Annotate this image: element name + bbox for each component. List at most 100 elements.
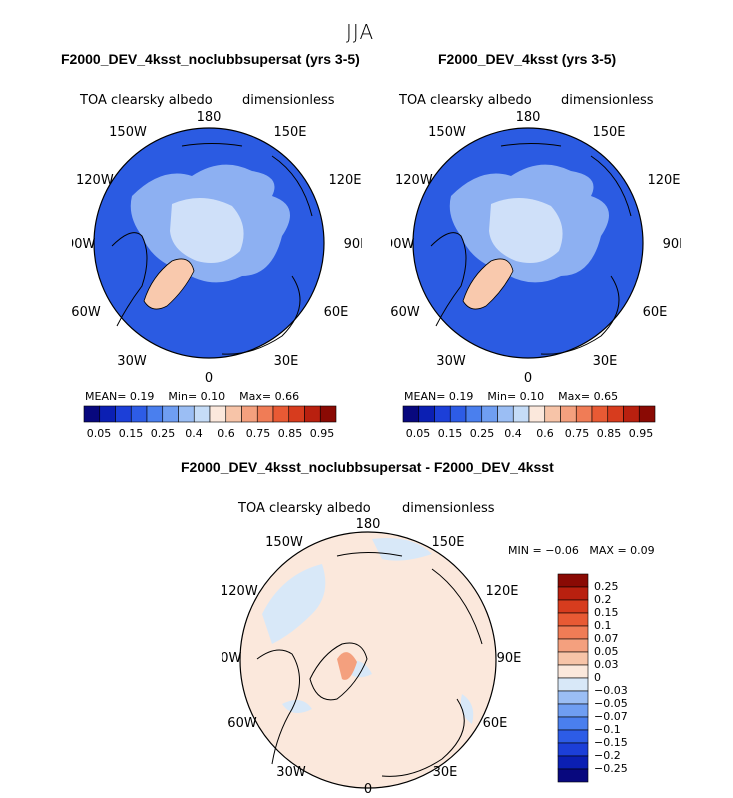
colorbar-cell [557,755,589,770]
colorbar-cell [557,586,589,601]
panel-2-cb-tick: 0.4 [504,427,522,440]
panel-3-lon-90e: 90E [497,651,522,666]
colorbar-cell [557,638,589,653]
panel-3-cb-tick: 0.03 [594,658,619,671]
panel-1-cb-tick: 0.85 [278,427,303,440]
colorbar-cell [557,716,589,731]
panel-2-lon-120w: 120W [395,173,433,188]
panel-3-coastlines [256,552,483,777]
colorbar-cell [512,405,530,423]
panel-1-greenland [143,258,195,310]
panel-3-max-value: 0.09 [630,544,655,557]
panel-1-map: TOA clearsky albedo dimensionless 180 15… [72,93,362,386]
colorbar-cell [557,612,589,627]
colorbar-cell [557,742,589,757]
panel-1-cb-tick: 0.95 [310,427,335,440]
panel-3-lon-180: 180 [356,517,381,532]
colorbar-cell [638,405,656,423]
colorbar-cell [193,405,211,423]
colorbar-cell [83,405,101,423]
colorbar-cell [557,625,589,640]
panel-2-lon-90e: 90E [663,237,681,252]
colorbar-cell [591,405,609,423]
colorbar-cell [319,405,337,423]
panel-2-sea-ice-field [489,197,563,264]
colorbar-cell [225,405,242,423]
panel-2-map: TOA clearsky albedo dimensionless 180 15… [391,93,681,386]
panel-3-min-value: −0.06 [545,544,579,557]
panel-3-cb-tick: −0.25 [594,762,628,775]
panel-1-mean-value: 0.19 [129,390,155,403]
panel-2-lon-60w: 60W [391,305,420,320]
panel-3-cb-tick: −0.03 [594,684,628,697]
panel-1-cb-tick: 0.15 [119,427,144,440]
panel-3-cb-tick: −0.07 [594,710,628,723]
panel-3-min-label: MIN = [508,544,542,557]
panel-3-title: F2000_DEV_4ksst_noclubbsupersat - F2000_… [181,459,554,475]
panel-1-colorbar: 0.05 0.15 0.25 0.4 0.6 0.75 0.85 0.95 [83,405,337,440]
panel-2-lon-150e: 150E [592,125,625,140]
panel-2-mean-value: 0.19 [448,390,474,403]
panel-3-lon-150e: 150E [431,535,464,550]
panel-3-lon-30e: 30E [433,765,458,780]
colorbar-cell [557,677,589,692]
panel-2-coastlines [430,143,632,355]
colorbar-cell [162,405,179,423]
colorbar-cell [99,405,116,423]
panel-2-colorbar-cells [402,405,656,423]
panel-1-mean-label: MEAN= [85,390,127,403]
panel-3-cb-tick: −0.2 [594,749,621,762]
panel-2-lon-0: 0 [524,371,532,386]
panel-3-lon-30w: 30W [276,765,306,780]
panel-1-coastlines [111,143,313,355]
colorbar-cell [557,768,589,783]
panel-1-lon-150e: 150E [273,125,306,140]
panel-1-sea-ice-field [170,197,244,264]
colorbar-cell [465,405,483,423]
panel-3-cb-tick: 0.15 [594,606,619,619]
panel-1-colorbar-cells [83,405,337,423]
colorbar-cell [288,405,305,423]
panel-3-stats: MIN = −0.06 MAX = 0.09 [508,544,655,557]
colorbar-cell [115,405,132,423]
colorbar-cell [557,573,589,588]
colorbar-cell [241,405,258,423]
colorbar-cell [557,690,589,705]
panel-2-lon-120e: 120E [647,173,680,188]
panel-2-greenland [462,258,514,310]
panel-3-lon-90w: 90W [222,651,242,666]
panel-1-stats: MEAN= 0.19 Min= 0.10 Max= 0.66 [85,390,299,403]
panel-3-cb-tick: 0.1 [594,619,612,632]
colorbar-cell [497,405,514,423]
colorbar-cell [557,664,589,679]
colorbar-cell [209,405,227,423]
colorbar-cell [449,405,467,423]
panel-1-title: F2000_DEV_4ksst_noclubbsupersat (yrs 3-5… [61,51,360,67]
panel-2-cb-tick: 0.25 [470,427,495,440]
colorbar-cell [146,405,164,423]
panel-1-lon-90w: 90W [72,237,96,252]
panel-1-lon-30e: 30E [274,354,299,369]
panel-1-max-label: Max= [239,390,272,403]
panel-3-cb-tick: −0.1 [594,723,621,736]
panel-1-var-label: TOA clearsky albedo [79,93,213,108]
panel-3-negative-anomaly-field [262,538,474,724]
colorbar-cell [544,405,561,423]
colorbar-cell [560,405,577,423]
panel-3-lon-120w: 120W [222,584,258,599]
panel-3-cb-tick: −0.05 [594,697,628,710]
panel-2-min-value: 0.10 [519,390,545,403]
panel-1-lon-180: 180 [197,110,222,125]
panel-2-lon-30e: 30E [593,354,618,369]
panel-3-positive-anomaly-field [337,652,357,680]
panel-1-cb-tick: 0.75 [246,427,271,440]
panel-2-cb-tick: 0.85 [597,427,622,440]
colorbar-cell [178,405,195,423]
panel-2-lon-150w: 150W [428,125,466,140]
panel-1-lon-60e: 60E [324,305,349,320]
colorbar-cell [575,405,593,423]
colorbar-cell [557,703,589,718]
panel-3-lon-60w: 60W [227,716,257,731]
panel-1-cb-tick: 0.25 [151,427,176,440]
panel-1-max-value: 0.66 [274,390,300,403]
